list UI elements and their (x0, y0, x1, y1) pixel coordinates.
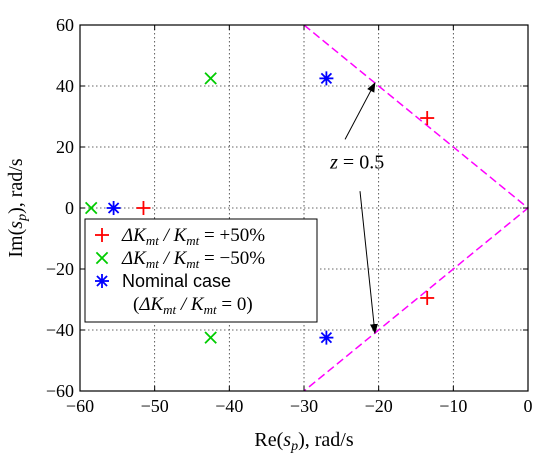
y-tick-label: −40 (46, 320, 74, 340)
data-point-series-3 (106, 201, 121, 215)
tick-labels: −60 −50 −40 −30 −20 −10 0 −60 −40 −20 0 20 40 60 (46, 15, 533, 416)
y-tick-label: −20 (46, 259, 74, 279)
data-points (84, 71, 435, 345)
y-tick-label: 40 (56, 76, 74, 96)
legend: ΔKmt / Kmt = +50%ΔKmt / Kmt = −50%Nomina… (84, 218, 318, 323)
annotation-arrow (344, 82, 376, 140)
data-point-series-2 (204, 72, 217, 85)
annotation-arrow (359, 191, 378, 335)
annotation: z = 0.5 (329, 82, 384, 335)
x-tick-label: −40 (215, 396, 243, 416)
legend-marker-2 (95, 251, 109, 265)
damping-annotation-label: z = 0.5 (329, 151, 384, 173)
x-tick-label: −30 (290, 396, 318, 416)
legend-entry-3-line2: (ΔKmt / Kmt = 0) (133, 294, 253, 317)
x-tick-label: −20 (365, 396, 393, 416)
legend-marker-1 (95, 228, 109, 242)
y-tick-label: 60 (56, 15, 74, 35)
data-point-series-1 (136, 201, 151, 215)
legend-marker-3 (95, 274, 109, 288)
data-point-series-1 (420, 290, 435, 305)
legend-box (84, 218, 318, 323)
axis-labels: Re(sp), rad/s Im(sp), rad/s (5, 158, 354, 454)
legend-entry-3-line1: Nominal case (122, 271, 231, 291)
legend-entry-1: ΔKmt / Kmt = +50% (121, 225, 265, 248)
y-tick-label: 20 (56, 137, 74, 157)
data-point-series-3 (319, 71, 334, 86)
y-tick-label: 0 (65, 198, 74, 218)
x-tick-label: 0 (524, 396, 533, 416)
x-tick-label: −60 (66, 396, 94, 416)
legend-entry-2: ΔKmt / Kmt = −50% (121, 248, 265, 271)
data-point-series-2 (84, 201, 98, 215)
y-axis-label: Im(sp), rad/s (5, 158, 30, 257)
data-point-series-2 (204, 331, 217, 344)
x-tick-label: −50 (141, 396, 169, 416)
data-point-series-1 (420, 111, 435, 126)
x-axis-label: Re(sp), rad/s (254, 429, 353, 454)
x-tick-label: −10 (439, 396, 467, 416)
data-point-series-3 (319, 330, 334, 345)
y-tick-label: −60 (46, 381, 74, 401)
